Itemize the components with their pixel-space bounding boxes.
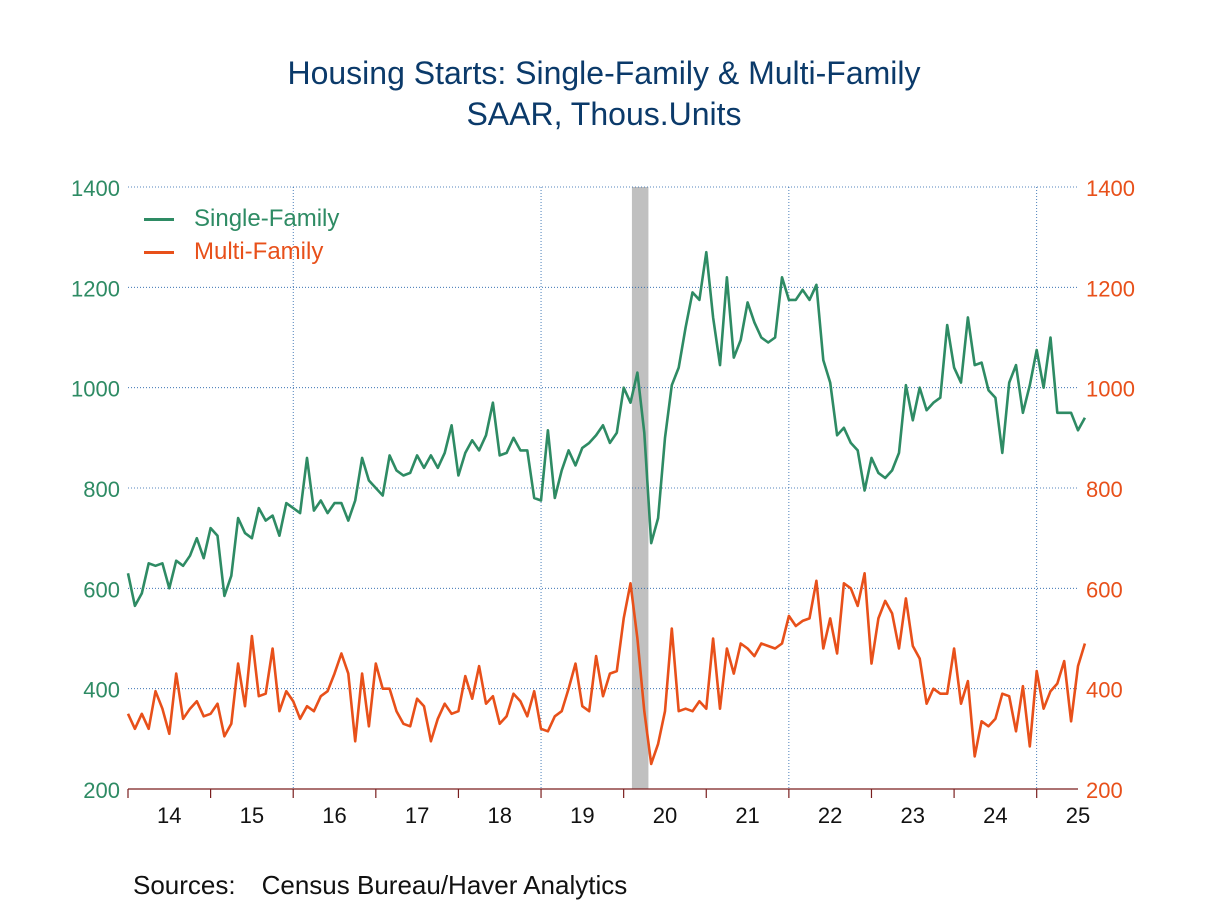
y-tick-label-right: 1000 <box>1086 377 1135 402</box>
x-tick-label: 17 <box>405 803 429 828</box>
legend-label-multi-family: Multi-Family <box>194 238 324 265</box>
y-tick-label-right: 400 <box>1086 678 1123 703</box>
x-tick-label: 14 <box>157 803 181 828</box>
y-tick-label-left: 1000 <box>71 377 120 402</box>
legend-label-single-family: Single-Family <box>194 205 340 232</box>
y-tick-label-left: 1400 <box>71 176 120 201</box>
legend-swatch-single-family <box>144 218 174 222</box>
series-line-single-family <box>126 250 1087 608</box>
recession-band <box>631 187 649 789</box>
x-tick-label: 24 <box>983 803 1007 828</box>
x-tick-label: 20 <box>653 803 677 828</box>
x-tick-label: 21 <box>735 803 759 828</box>
recession-shading <box>631 187 649 789</box>
y-tick-label-left: 200 <box>83 778 120 803</box>
x-tick-label: 19 <box>570 803 594 828</box>
source-note: Sources: Census Bureau/Haver Analytics <box>133 870 627 901</box>
tick-labels: 200 200 400 400 600 600 800 800 1000 1000 1200 1200… <box>71 176 1135 828</box>
x-tick-label: 16 <box>322 803 346 828</box>
series-line-multi-family <box>126 571 1087 766</box>
y-tick-label-right: 600 <box>1086 577 1123 602</box>
legend-multi-family: Multi-Family <box>144 238 323 266</box>
y-tick-label-left: 400 <box>83 678 120 703</box>
series-lines <box>126 250 1087 766</box>
legend-single-family: Single-Family <box>144 205 339 233</box>
line-chart: 200 200 400 400 600 600 800 800 1000 1000 1200 1200… <box>71 176 1135 828</box>
y-tick-label-right: 200 <box>1086 778 1123 803</box>
y-tick-label-right: 800 <box>1086 477 1123 502</box>
y-tick-label-left: 800 <box>83 477 120 502</box>
chart-subtitle: SAAR, Thous.Units <box>466 96 742 132</box>
y-tick-label-left: 600 <box>83 577 120 602</box>
y-tick-label-right: 1400 <box>1086 176 1135 201</box>
source-label: Sources: <box>133 870 236 900</box>
grid-lines <box>128 186 1078 789</box>
x-tick-label: 18 <box>487 803 511 828</box>
x-tick-label: 15 <box>240 803 264 828</box>
y-tick-label-left: 1200 <box>71 276 120 301</box>
legend-swatch-multi-family <box>144 251 174 255</box>
chart-title: Housing Starts: Single-Family & Multi-Fa… <box>287 55 921 91</box>
source-text: Census Bureau/Haver Analytics <box>261 870 628 900</box>
axes <box>127 788 1078 798</box>
y-tick-label-right: 1200 <box>1086 276 1135 301</box>
x-tick-label: 25 <box>1066 803 1090 828</box>
x-tick-label: 22 <box>818 803 842 828</box>
x-tick-label: 23 <box>901 803 925 828</box>
